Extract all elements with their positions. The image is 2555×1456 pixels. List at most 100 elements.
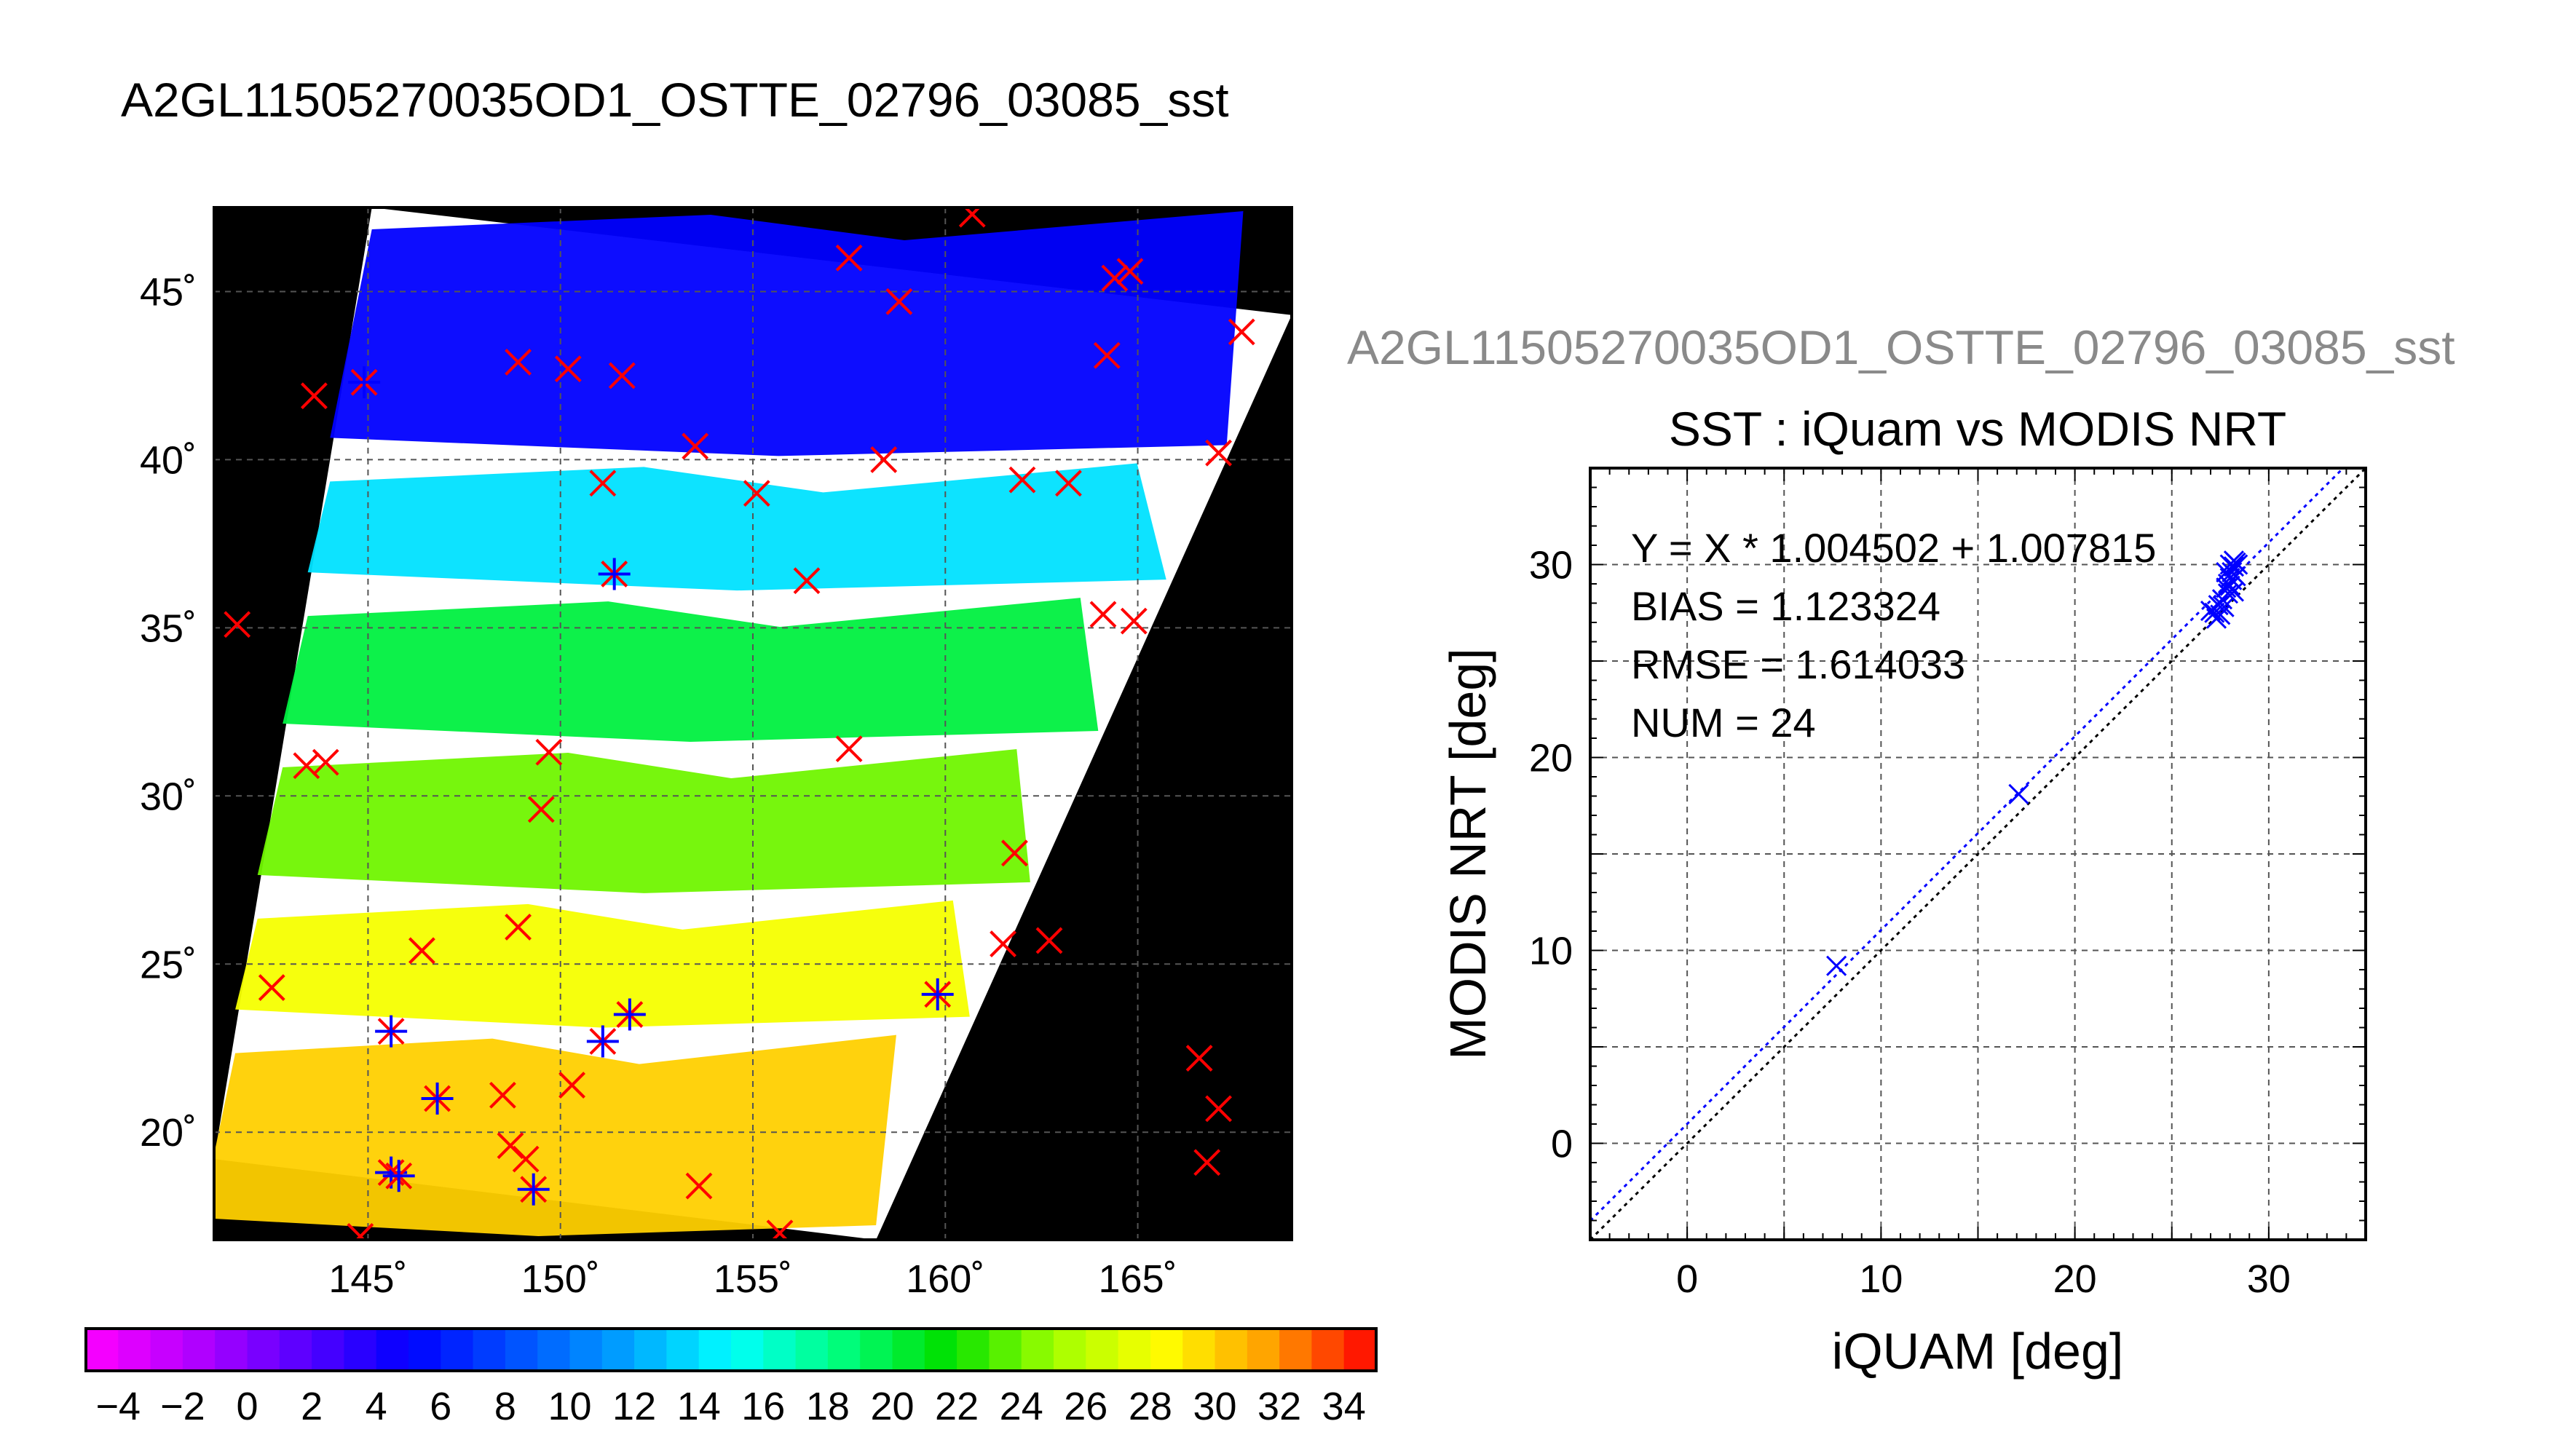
colorbar-cell [215,1329,248,1371]
map-title: A2GL11505270035OD1_OSTTE_02796_03085_sst [121,73,1229,127]
iquam-marker [1089,601,1117,628]
iquam-marker [743,480,770,507]
identity-line [1590,468,2366,1240]
colorbar-tick-label: 26 [1064,1385,1107,1428]
colorbar-cell [1215,1329,1248,1371]
colorbar-cell [376,1329,409,1371]
scatter-plot: SST : iQuam vs MODIS NRT 0 10 20 30 0 10 20 30… [1440,402,2367,1380]
y-tick-label: 10 [1529,930,1573,973]
lat-tick-label: 35˚ [140,606,197,650]
scatter-point [2214,596,2235,617]
colorbar-cell [150,1329,183,1371]
colorbar-tick-label: 6 [430,1385,451,1428]
colorbar-cell [312,1329,344,1371]
colorbar-cell [1086,1329,1119,1371]
iquam-marker [1055,470,1082,497]
sst-band [283,598,1099,743]
colorbar-cell [795,1329,829,1371]
colorbar-cell [537,1329,571,1371]
colorbar-cell [408,1329,441,1371]
iquam-marker [1120,607,1148,635]
map-grid [214,207,1292,1240]
colorbar-tick-label: 22 [935,1385,979,1428]
colorbar-cell [860,1329,893,1371]
sst-band [330,211,1244,456]
colorbar-cell [957,1329,990,1371]
colorbar-cell [924,1329,957,1371]
iquam-marker [301,382,328,410]
colorbar-cell [505,1329,538,1371]
iquam-marker [958,207,986,228]
lon-tick-label: 160˚ [906,1257,984,1301]
scatter-point [2223,550,2245,571]
lon-tick-label: 150˚ [521,1257,600,1301]
colorbar-cell [1118,1329,1151,1371]
iquam-marker [682,432,709,460]
colorbar-tick-label: 28 [1129,1385,1172,1428]
colorbar-cell [666,1329,700,1371]
colorbar-tick-label: 10 [548,1385,591,1428]
colorbar-cell [118,1329,151,1371]
iquam-markers [224,207,1255,1240]
colorbar-tick-label: −2 [160,1385,205,1428]
matchup-marker [375,1015,408,1048]
stat-annotation: Y = X * 1.004502 + 1.007815 [1631,525,2156,571]
colorbar-cell [247,1329,280,1371]
iquam-marker [527,796,555,823]
colorbar-cell [1182,1329,1216,1371]
colorbar-tick-label: 0 [236,1385,258,1428]
scatter-point [2205,608,2227,629]
colorbar-tick-label: 4 [366,1385,387,1428]
y-axis-label: MODIS NRT [deg] [1440,648,1496,1059]
iquam-marker [554,355,582,383]
lat-tick-labels: 20˚ 25˚ 30˚ 35˚ 40˚ 45˚ [140,270,197,1155]
matchup-marker [382,1160,415,1192]
colorbar-tick-label: 20 [870,1385,914,1428]
colorbar-cell [989,1329,1022,1371]
iquam-marker [1228,318,1255,346]
lon-tick-labels: 145˚ 150˚ 155˚ 160˚ 165˚ [328,1257,1177,1301]
colorbar-tick-label: 14 [677,1385,721,1428]
matchup-marker [348,366,381,399]
stat-annotation: NUM = 24 [1631,700,1816,745]
colorbar-cell [569,1329,603,1371]
colorbar-cell [1021,1329,1054,1371]
colorbar-cell [1343,1329,1377,1371]
colorbar-cell [892,1329,925,1371]
iquam-marker [535,738,563,766]
x-axis-label: iQUAM [deg] [1832,1323,2124,1380]
lon-tick-label: 145˚ [328,1257,407,1301]
colorbar-tick-label: 30 [1193,1385,1236,1428]
colorbar-tick-label: 8 [494,1385,516,1428]
colorbar-frame [84,1327,1378,1372]
matchup-marker [613,998,646,1031]
scatter-annotations: Y = X * 1.004502 + 1.007815 BIAS = 1.1233… [1631,525,2156,745]
iquam-marker [835,735,863,763]
matchup-marker [586,1025,619,1058]
colorbar: −4 −2 0 2 4 6 8 10 12 14 16 18 20 22 24 26 28 30 32 34 [84,1327,1378,1428]
colorbar-tick-label: −4 [96,1385,141,1428]
x-tick-label: 10 [1859,1257,1903,1301]
iquam-marker [1101,264,1129,292]
iquam-marker [885,288,913,315]
iquam-marker [489,1081,516,1109]
colorbar-cell [1279,1329,1312,1371]
colorbar-cell [634,1329,667,1371]
x-tick-label: 20 [2053,1257,2097,1301]
lat-tick-label: 25˚ [140,943,197,986]
lat-tick-label: 20˚ [140,1111,197,1155]
matchup-marker [517,1173,550,1206]
colorbar-cell [601,1329,635,1371]
stat-annotation: BIAS = 1.123324 [1631,583,1940,629]
colorbar-cell [279,1329,312,1371]
colorbar-cell [441,1329,474,1371]
lat-tick-label: 45˚ [140,270,197,314]
lat-tick-label: 30˚ [140,775,197,818]
iquam-marker [312,748,339,776]
colorbar-tick-label: 12 [612,1385,656,1428]
matchup-marker [598,558,631,590]
scatter-point [1826,955,1847,976]
y-tick-label: 30 [1529,544,1573,587]
colorbar-cell [827,1329,861,1371]
